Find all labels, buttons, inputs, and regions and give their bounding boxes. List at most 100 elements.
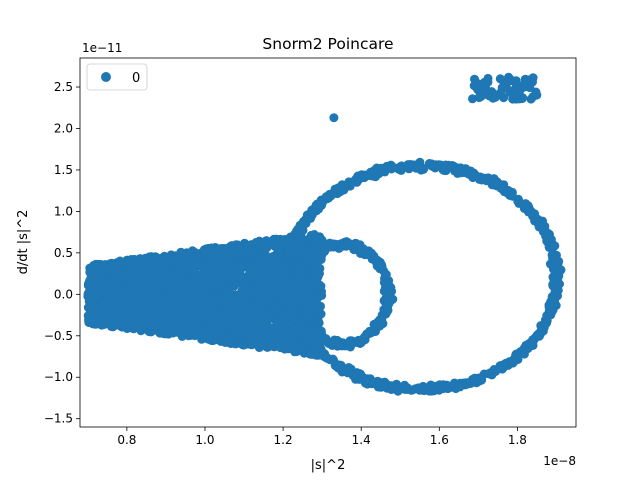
scatter-point: [336, 182, 346, 192]
scatter-point: [491, 178, 500, 187]
scatter-point: [170, 271, 180, 280]
scatter-point: [263, 341, 273, 351]
scatter-point: [305, 349, 315, 359]
scatter-point: [342, 241, 352, 251]
scatter-point: [111, 267, 121, 277]
scatter-point: [447, 162, 457, 172]
scatter-point: [476, 92, 486, 102]
scatter-point: [381, 270, 391, 280]
scatter-point: [497, 83, 507, 93]
scatter-point: [112, 280, 122, 290]
scatter-point: [267, 323, 277, 333]
scatter-point: [284, 338, 294, 348]
scatter-point: [243, 245, 253, 255]
scatter-point: [163, 320, 173, 330]
scatter-point: [149, 253, 159, 263]
x-tick-label: 1.8: [508, 433, 527, 447]
legend-box: [86, 63, 148, 91]
scatter-point: [360, 378, 370, 388]
scatter-point: [213, 294, 223, 303]
scatter-point: [268, 252, 278, 262]
scatter-point: [462, 379, 472, 389]
scatter-point: [373, 320, 382, 330]
scatter-point: [311, 234, 321, 243]
y-tick-label: 2.5: [54, 80, 73, 94]
scatter-point: [312, 294, 322, 304]
scatter-point: [512, 80, 522, 90]
scatter-point: [358, 334, 368, 344]
scatter-point: [226, 297, 236, 306]
scatter-point: [280, 285, 290, 295]
scatter-point: [240, 297, 250, 307]
scatter-point: [289, 242, 299, 252]
scatter-point: [319, 247, 329, 257]
scatter-point: [141, 292, 151, 302]
scatter-point: [229, 320, 238, 330]
scatter-point: [191, 316, 201, 326]
scatter-point: [476, 174, 486, 184]
scatter-point: [208, 325, 218, 334]
scatter-point: [301, 302, 311, 312]
scatter-point: [188, 272, 198, 282]
scatter-point: [130, 289, 139, 299]
scatter-point: [383, 305, 393, 315]
scatter-point: [483, 73, 493, 83]
scatter-point: [316, 347, 326, 357]
scatter-point: [415, 164, 425, 174]
scatter-points: [83, 72, 566, 396]
scatter-point: [507, 191, 517, 201]
scatter-point: [430, 163, 440, 173]
scatter-point: [283, 297, 293, 307]
scatter-point: [548, 240, 558, 250]
scatter-point: [307, 338, 317, 348]
scatter-point: [147, 308, 157, 318]
scatter-point: [118, 316, 128, 326]
scatter-point: [520, 343, 529, 353]
scatter-point: [275, 343, 285, 353]
scatter-point: [132, 307, 142, 317]
scatter-point: [189, 282, 199, 291]
scatter-point: [214, 330, 224, 340]
scatter-point: [214, 245, 223, 255]
scatter-point: [144, 327, 154, 337]
scatter-point: [388, 382, 398, 392]
scatter-point: [254, 253, 264, 263]
scatter-point: [329, 356, 339, 366]
scatter-point: [259, 308, 269, 318]
scatter-point: [242, 325, 252, 335]
scatter-point: [247, 287, 257, 297]
scatter-point: [277, 308, 287, 318]
scatter-point: [222, 261, 231, 271]
scatter-point: [213, 313, 223, 323]
legend-label: 0: [132, 71, 140, 86]
scatter-point: [176, 247, 186, 257]
scatter-point: [304, 285, 314, 295]
scatter-point: [325, 238, 335, 248]
scatter-point: [171, 254, 181, 263]
scatter-point: [511, 349, 521, 359]
scatter-point: [253, 315, 263, 325]
scatter-point: [191, 260, 201, 270]
scatter-point: [125, 313, 135, 322]
scatter-point: [490, 92, 500, 102]
scatter-point: [127, 280, 137, 289]
y-tick-label: 2.0: [54, 121, 73, 135]
chart-title: Snorm2 Poincare: [262, 35, 393, 53]
scatter-point: [246, 315, 256, 325]
scatter-point: [308, 206, 318, 216]
scatter-point: [309, 303, 319, 313]
scatter-point: [115, 256, 125, 266]
y-tick-label: 1.5: [54, 163, 73, 177]
scatter-point: [312, 199, 322, 209]
scatter-point: [549, 278, 559, 288]
scatter-point: [227, 241, 237, 251]
scatter-point: [295, 223, 304, 233]
scatter-point: [270, 241, 280, 251]
scatter-point: [98, 312, 108, 321]
scatter-point: [221, 308, 231, 318]
scatter-point: [143, 277, 153, 286]
scatter-point: [313, 316, 323, 326]
scatter-point: [109, 309, 118, 318]
scatter-point: [455, 382, 465, 392]
scatter-point: [217, 282, 227, 292]
